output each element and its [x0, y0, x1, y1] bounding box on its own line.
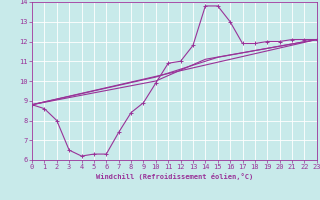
X-axis label: Windchill (Refroidissement éolien,°C): Windchill (Refroidissement éolien,°C) — [96, 173, 253, 180]
